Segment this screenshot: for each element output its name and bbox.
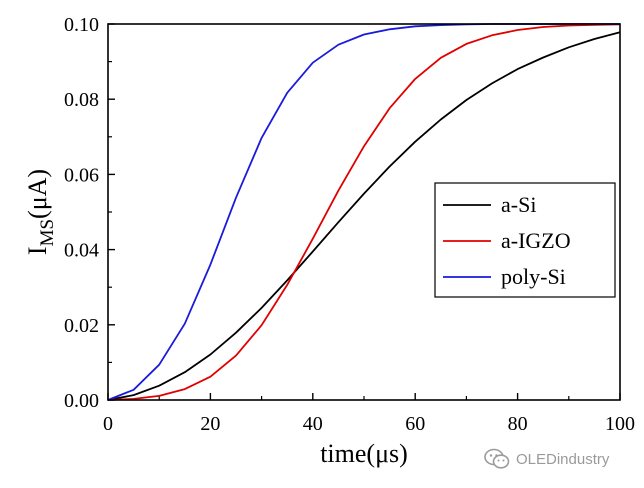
y-tick-label: 0.08 (64, 89, 99, 111)
y-axis-ticks: 0.00 0.02 0.04 0.06 0.08 0.10 (64, 14, 115, 412)
x-tick-label: 40 (303, 413, 323, 435)
x-tick-label: 60 (405, 413, 425, 435)
plot-frame (107, 23, 621, 401)
series-line-a-igzo (107, 23, 621, 401)
legend: a-Si a-IGZO poly-Si (434, 182, 616, 298)
y-axis-title: IMS(μA) (23, 169, 58, 255)
x-tick-label: 20 (200, 413, 220, 435)
series-line-a-si (107, 31, 621, 401)
y-tick-label: 0.02 (64, 315, 99, 337)
wechat-icon (484, 448, 510, 469)
y-tick-label: 0.06 (64, 164, 99, 186)
legend-item: a-Si (443, 192, 536, 217)
watermark-text: OLEDindustry (516, 450, 610, 468)
x-axis-ticks: 0 20 40 60 80 100 (103, 393, 635, 435)
x-tick-label: 100 (605, 413, 635, 435)
x-tick-label: 0 (103, 413, 113, 435)
y-axis-title-subscript: MS (37, 219, 58, 246)
x-axis-title: time(μs) (320, 439, 408, 468)
x-tick-label: 80 (508, 413, 528, 435)
watermark: OLEDindustry (484, 446, 609, 472)
y-tick-label: 0.10 (64, 14, 99, 36)
y-axis-title-unit: (μA) (23, 169, 52, 219)
legend-label: poly-Si (501, 264, 566, 289)
legend-item: poly-Si (443, 264, 566, 289)
y-tick-label: 0.04 (64, 240, 99, 262)
y-tick-label: 0.00 (64, 390, 99, 412)
legend-label: a-IGZO (501, 228, 571, 253)
legend-box (434, 182, 616, 298)
y-axis-title-main: I (23, 246, 52, 255)
legend-label: a-Si (501, 192, 536, 217)
legend-item: a-IGZO (443, 228, 571, 253)
